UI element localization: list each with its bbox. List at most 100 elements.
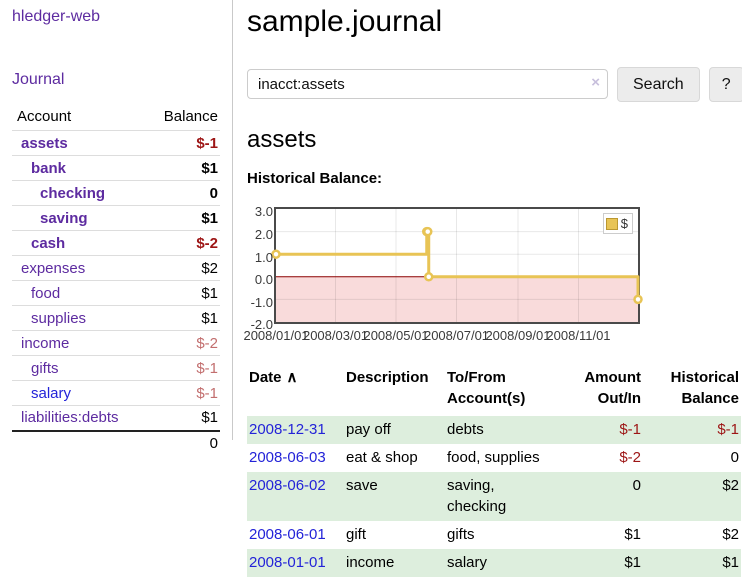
accounts-header-balance: Balance xyxy=(163,108,218,125)
data-point-marker xyxy=(423,272,434,283)
accounts-table: Account Balance assets $-1 bank $1 checking 0… xyxy=(12,105,220,456)
account-row: liabilities:debts $1 xyxy=(12,405,220,431)
accounts-total-row: 0 xyxy=(12,430,220,456)
register-cell-accounts: salary xyxy=(445,549,556,578)
register-header-description: Description xyxy=(346,369,429,387)
x-axis-tick-label: 2008/09/01 xyxy=(485,328,551,344)
account-balance: $1 xyxy=(201,284,218,302)
search-box: × xyxy=(247,69,608,100)
help-button[interactable]: ? xyxy=(708,66,742,102)
register-header-accounts: To/From Account(s) xyxy=(447,369,526,407)
sidebar-item-journal[interactable]: Journal xyxy=(12,71,65,88)
register-row: 2008-12-31 pay off debts $-1 $-1 xyxy=(247,415,741,445)
transaction-date-link[interactable]: 2008-06-02 xyxy=(249,477,326,495)
register-cell-amount: $-1 xyxy=(556,415,643,445)
account-link-assets[interactable]: assets xyxy=(21,134,68,152)
register-row: 2008-06-01 gift gifts $1 $2 xyxy=(247,521,741,549)
account-link-salary[interactable]: salary xyxy=(31,384,72,402)
account-link-supplies[interactable]: supplies xyxy=(31,309,87,327)
data-point-marker xyxy=(271,249,281,260)
search-input[interactable] xyxy=(247,69,608,100)
register-cell-amount: $-2 xyxy=(619,449,641,467)
register-cell-balance: $2 xyxy=(643,472,741,521)
account-balance: $1 xyxy=(201,159,218,177)
y-axis-tick-label: 0.0 xyxy=(254,272,273,288)
register-cell-description: pay off xyxy=(344,415,445,445)
chart-plot-area: $ 3.0 2.0 1.0 0.0 -1.0 -2.0 xyxy=(251,204,643,332)
register-cell-date: 2008-06-01 xyxy=(247,521,344,549)
app-brand-link[interactable]: hledger-web xyxy=(12,8,101,25)
x-axis-tick-label: 2008/01/01 xyxy=(243,328,309,344)
account-link-liabilities-debts[interactable]: liabilities:debts xyxy=(21,409,119,427)
account-row: saving $1 xyxy=(12,205,220,231)
search-form: × Search ? xyxy=(247,66,742,102)
register-table: Date ∧ Description To/From Account(s) Amo… xyxy=(247,366,741,578)
y-axis-tick-label: 2.0 xyxy=(254,227,273,243)
legend-label: $ xyxy=(620,216,628,232)
account-link-bank[interactable]: bank xyxy=(31,159,67,177)
register-header-row: Date ∧ Description To/From Account(s) Amo… xyxy=(247,366,741,416)
register-cell-amount: $1 xyxy=(624,525,641,543)
account-link-checking[interactable]: checking xyxy=(40,184,106,202)
register-cell-description: save xyxy=(344,472,445,521)
register-header-date[interactable]: Date ∧ xyxy=(249,369,298,387)
account-link-income[interactable]: income xyxy=(21,334,70,352)
account-link-saving[interactable]: saving xyxy=(40,209,88,227)
register-cell-date: 2008-01-01 xyxy=(247,549,344,578)
sort-ascending-icon: ∧ xyxy=(286,369,298,387)
register-cell-date: 2008-06-02 xyxy=(247,472,344,521)
register-header-balance: Historical Balance xyxy=(670,369,739,407)
account-balance: $2 xyxy=(201,259,218,277)
search-button[interactable]: Search xyxy=(617,66,700,102)
account-row: bank $1 xyxy=(12,155,220,181)
chart-legend: $ xyxy=(602,213,633,235)
account-link-food[interactable]: food xyxy=(31,284,61,302)
register-row: 2008-06-03 eat & shop food, supplies $-2 0 xyxy=(247,444,741,472)
account-row: supplies $1 xyxy=(12,305,220,331)
page-title: sample.journal xyxy=(247,5,443,38)
register-cell-accounts: debts xyxy=(445,415,556,445)
account-balance: $1 xyxy=(201,209,218,227)
register-cell-accounts: food, supplies xyxy=(447,449,540,467)
account-row: salary $-1 xyxy=(12,380,220,406)
transaction-date-link[interactable]: 2008-06-03 xyxy=(249,449,326,467)
x-axis-tick-label: 2008/11/01 xyxy=(546,328,611,344)
balance-chart-svg xyxy=(271,209,643,323)
y-axis-tick-label: -2.0 xyxy=(250,317,273,333)
register-cell-date: 2008-12-31 xyxy=(247,415,344,445)
register-cell-balance: $-1 xyxy=(643,415,741,445)
register-cell-balance: $2 xyxy=(722,525,739,543)
account-balance: 0 xyxy=(209,184,218,202)
register-cell-amount: $1 xyxy=(556,549,643,578)
register-row: 2008-01-01 income salary $1 $1 xyxy=(247,549,741,578)
transaction-date-link[interactable]: 2008-01-01 xyxy=(249,554,326,572)
x-axis-tick-label: 2008/05/01 xyxy=(363,328,429,344)
account-row: gifts $-1 xyxy=(12,355,220,381)
account-heading: assets xyxy=(247,125,317,153)
transaction-date-link[interactable]: 2008-06-01 xyxy=(249,525,326,543)
account-row: assets $-1 xyxy=(12,130,220,156)
negative-region xyxy=(276,277,638,323)
account-link-cash[interactable]: cash xyxy=(31,234,66,252)
chart-title: Historical Balance: xyxy=(247,170,383,188)
historical-balance-chart: $ 3.0 2.0 1.0 0.0 -1.0 -2.0 2008/01/01 2008/03… xyxy=(243,204,741,347)
account-link-gifts[interactable]: gifts xyxy=(31,359,59,377)
accounts-header-account: Account xyxy=(17,108,72,125)
register-cell-description: eat & shop xyxy=(346,449,418,467)
accounts-total-value: 0 xyxy=(209,435,218,452)
account-balance: $1 xyxy=(201,409,218,427)
data-point-marker xyxy=(422,227,433,237)
x-axis-tick-label: 2008/03/01 xyxy=(302,328,369,344)
register-row: 2008-06-02 save saving, checking 0 $2 xyxy=(247,472,741,521)
clear-search-icon[interactable]: × xyxy=(591,74,600,92)
account-row: cash $-2 xyxy=(12,230,220,256)
account-row: expenses $2 xyxy=(12,255,220,281)
account-balance: $-2 xyxy=(196,234,218,252)
transaction-date-link[interactable]: 2008-12-31 xyxy=(249,420,326,438)
account-row: food $1 xyxy=(12,280,220,306)
account-balance: $-1 xyxy=(196,359,218,377)
account-balance: $1 xyxy=(201,309,218,327)
data-point-marker xyxy=(633,295,643,305)
sidebar: hledger-web Journal Account Balance asse… xyxy=(0,0,233,452)
account-link-expenses[interactable]: expenses xyxy=(21,259,86,277)
